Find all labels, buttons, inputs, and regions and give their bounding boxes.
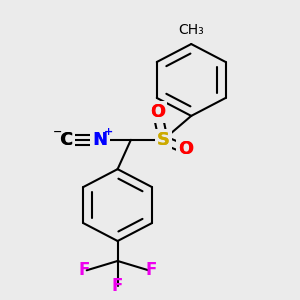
Text: C: C [60,131,72,149]
Text: O: O [178,140,193,158]
Text: F: F [112,277,123,295]
Text: F: F [79,261,90,279]
Text: O: O [150,103,165,121]
Text: S: S [157,131,170,149]
Text: −: − [52,127,62,137]
Text: O: O [150,103,164,121]
Text: N: N [92,131,107,149]
Text: O: O [178,140,193,158]
Text: F: F [145,261,157,279]
Text: CH₃: CH₃ [178,23,204,38]
Text: N: N [93,131,107,149]
Text: +: + [103,127,113,137]
Text: S: S [157,131,170,149]
Text: C: C [59,131,73,149]
